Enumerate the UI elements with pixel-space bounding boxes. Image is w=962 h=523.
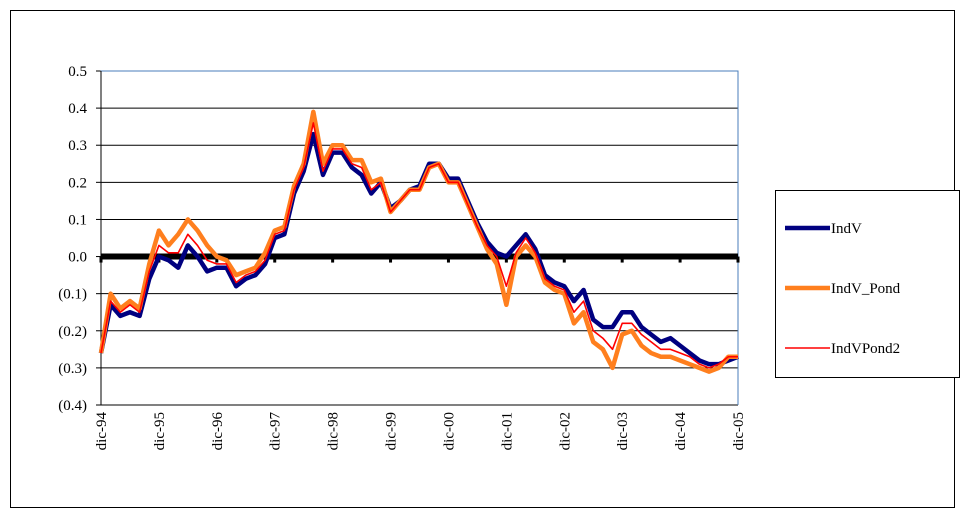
x-tick-label: dic-95 — [152, 412, 168, 450]
x-tick-label: dic-03 — [615, 412, 631, 450]
x-tick-label: dic-01 — [499, 412, 515, 450]
y-tick-label: 0.4 — [68, 101, 87, 117]
x-tick-label: dic-00 — [441, 412, 457, 450]
legend-box — [775, 190, 960, 378]
y-tick-label: 0.5 — [68, 64, 87, 80]
y-tick-label: (0.4) — [58, 398, 87, 414]
x-tick-label: dic-02 — [557, 412, 573, 450]
x-tick-label: dic-94 — [94, 412, 110, 451]
legend-label: IndVPond2 — [831, 341, 900, 357]
y-tick-label: 0.2 — [68, 175, 87, 191]
y-tick-label: (0.3) — [58, 361, 87, 377]
x-tick-label: dic-99 — [384, 412, 400, 450]
x-tick-label: dic-96 — [210, 412, 226, 451]
series-line — [100, 122, 738, 369]
x-tick-label: dic-04 — [673, 412, 689, 451]
x-tick-label: dic-97 — [268, 412, 284, 451]
legend-label: IndV_Pond — [831, 281, 901, 297]
y-tick-label: 0.0 — [68, 250, 87, 266]
y-tick-label: 0.1 — [68, 212, 87, 228]
x-tick-label: dic-98 — [326, 412, 342, 450]
x-tick-label: dic-05 — [731, 412, 747, 450]
y-tick-label: 0.3 — [68, 138, 87, 154]
legend-label: IndV — [831, 221, 862, 237]
y-tick-label: (0.2) — [58, 324, 87, 340]
y-tick-label: (0.1) — [58, 287, 87, 303]
